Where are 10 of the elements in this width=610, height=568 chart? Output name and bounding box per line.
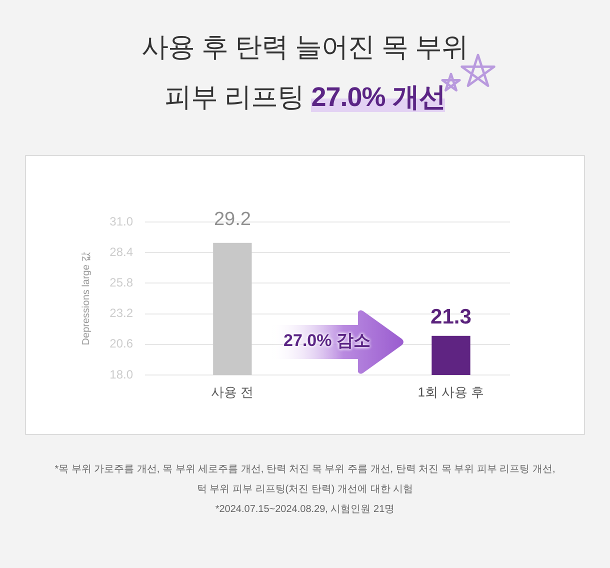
text: *목 부위 가로주름 개선, 목 부위 세로주름 개선, 탄력 처진 목 부위 주름 개선, 탄력 처진 목 부위 피부 리프팅 개선,: [54, 463, 556, 477]
chart-title: 사용 후 탄력 늘어진 목 부위 피부 리프팅 27.0% 개선: [140, 31, 470, 114]
x-tick-label: 1회 사용 후: [418, 384, 484, 400]
text: *2024.07.15~2024.08.29, 시험인원 21명: [214, 503, 396, 517]
annotation: 27.0% 감소: [282, 330, 372, 352]
data-label: 21.3: [430, 305, 472, 328]
y-axis-title: Depressions large 값: [80, 252, 92, 346]
x-tick-label: 사용 전: [211, 384, 254, 400]
data-label: 29.2: [214, 208, 251, 230]
text: 턱 부위 피부 리프팅(처진 탄력) 개선에 대한 시험: [196, 483, 414, 497]
